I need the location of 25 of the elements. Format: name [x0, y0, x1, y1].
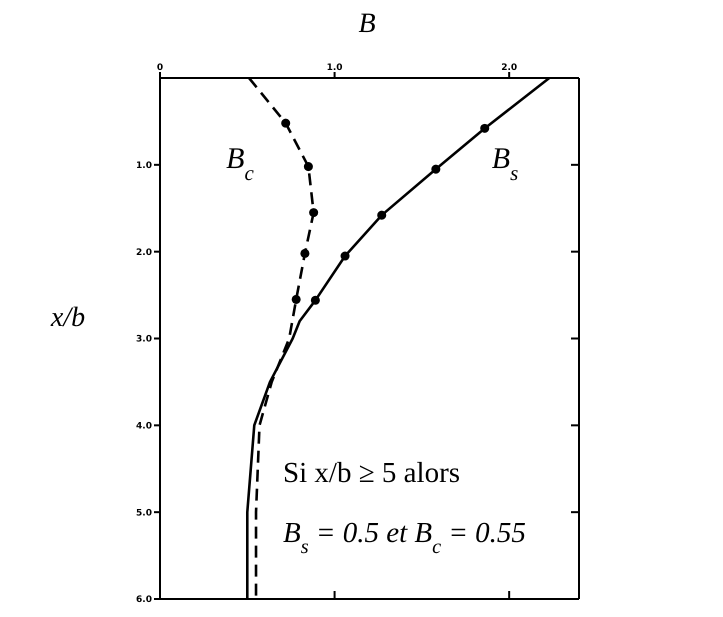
annotation: Si x/b ≥ 5 alors	[283, 457, 460, 489]
y-tick-label: 6.0	[136, 595, 152, 606]
point	[300, 248, 310, 258]
y-tick-label: 1.0	[136, 161, 152, 172]
annotation: B$_{s}$ = 0.5 et B$_{c}$ = 0.55	[283, 517, 526, 558]
y-tick-label: 2.0	[136, 248, 152, 258]
x-tick-label: 0	[156, 63, 164, 73]
y-axis-title: x/b	[50, 302, 86, 333]
y-tick-label: 4.0	[136, 422, 152, 432]
point	[377, 210, 386, 220]
y-tick-label: 3.0	[136, 334, 152, 345]
point	[292, 294, 301, 304]
point	[480, 124, 490, 133]
point	[309, 208, 318, 218]
point	[310, 296, 320, 305]
legend-label: B$_{s}$	[492, 142, 518, 185]
series-label: B$_{c}$	[226, 142, 254, 185]
x-tick-label: 1.0	[326, 63, 343, 73]
point	[431, 164, 440, 174]
point	[281, 118, 290, 128]
y-tick-label: 5.0	[136, 508, 152, 518]
x-axis-title: B	[358, 8, 376, 39]
point	[304, 162, 313, 172]
point	[340, 252, 350, 261]
x-tick-label: 2.0	[501, 63, 518, 73]
